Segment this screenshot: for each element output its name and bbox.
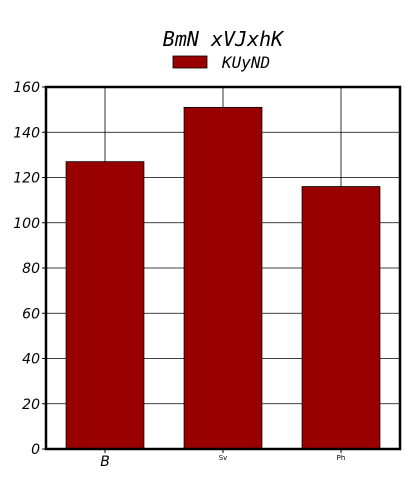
y-axis: 0 20 40 60 80 100 120 140 160 [13, 80, 46, 458]
bar-ph [301, 186, 381, 450]
y-tick-label: 0 [31, 442, 40, 458]
bar-b [65, 161, 145, 450]
x-tick-label-b: B [100, 454, 110, 470]
y-tick-label: 40 [22, 352, 40, 368]
x-axis: B Sv Ph [100, 449, 345, 470]
bars [65, 106, 381, 450]
y-tick-label: 60 [22, 306, 40, 322]
y-tick-label: 80 [22, 261, 40, 277]
legend-swatch [172, 55, 208, 69]
chart-title: BmN xVJxhK [163, 27, 285, 51]
y-tick-label: 160 [13, 80, 40, 96]
legend-label: KUyND [221, 53, 270, 72]
y-tick-label: 140 [13, 125, 40, 141]
x-tick-label-ph: Ph [337, 454, 346, 462]
y-tick-label: 20 [22, 397, 40, 413]
y-tick-label: 100 [13, 216, 40, 232]
y-tick-label: 120 [13, 171, 40, 187]
bar-sv [183, 106, 263, 450]
plot-frame [44, 85, 402, 451]
legend: KUyND [172, 53, 270, 72]
x-tick-label-sv: Sv [219, 454, 228, 462]
